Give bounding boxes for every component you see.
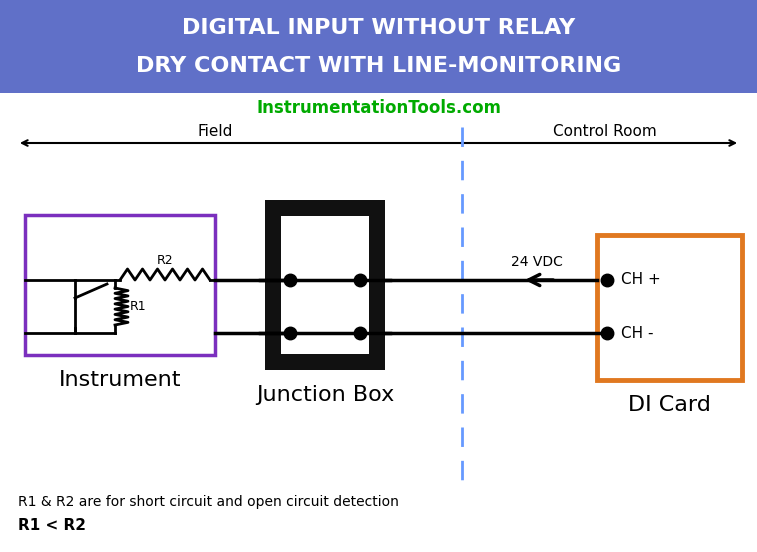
Text: R1 & R2 are for short circuit and open circuit detection: R1 & R2 are for short circuit and open c… (18, 495, 399, 509)
Bar (281, 216, 369, 354)
Text: R1 < R2: R1 < R2 (18, 518, 86, 533)
Text: CH +: CH + (621, 273, 661, 288)
Text: DIGITAL INPUT WITHOUT RELAY: DIGITAL INPUT WITHOUT RELAY (182, 18, 575, 38)
Text: InstrumentationTools.com: InstrumentationTools.com (256, 99, 501, 117)
Text: Control Room: Control Room (553, 124, 657, 139)
Text: 24 VDC: 24 VDC (511, 255, 563, 269)
Bar (597, 235, 742, 380)
Text: DRY CONTACT WITH LINE-MONITORING: DRY CONTACT WITH LINE-MONITORING (136, 56, 621, 76)
Text: Instrument: Instrument (59, 370, 181, 390)
Text: Field: Field (198, 124, 232, 139)
Bar (0, 0, 757, 93)
Text: DI Card: DI Card (628, 395, 711, 415)
Bar (25, 215, 215, 355)
Text: R1: R1 (130, 300, 147, 313)
Text: Junction Box: Junction Box (256, 385, 394, 405)
Text: R2: R2 (157, 254, 173, 267)
Bar (265, 200, 385, 370)
Text: CH -: CH - (621, 326, 653, 341)
